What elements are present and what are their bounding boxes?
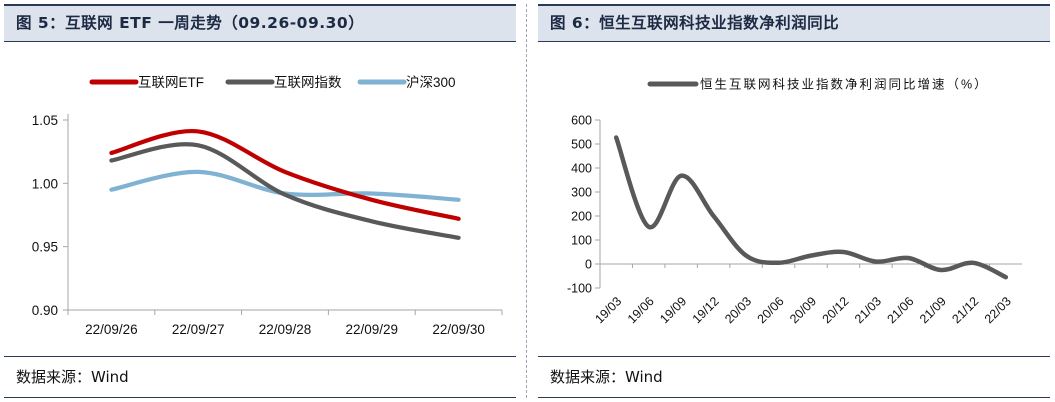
legend-label: 恒生互联网科技业指数净利润同比增速（%） (700, 77, 989, 92)
x-tick-label: 22/09/30 (432, 322, 485, 337)
etf-weekly-chart: 0.90 0.95 1.00 1.05 22/09/26 22/09/27 22/09/28… (32, 75, 503, 337)
y-tick-label: 0.95 (32, 240, 58, 255)
x-tick-label: 19/03 (592, 294, 624, 326)
x-tick-label: 20/09 (787, 294, 819, 326)
figure-5-title: 图 5：互联网 ETF 一周走势（09.26-09.30） (4, 4, 516, 42)
x-tick-label: 21/06 (884, 294, 916, 326)
y-tick-label: 600 (571, 114, 592, 128)
y-tick-label: 0 (585, 258, 592, 272)
net-profit-yoy-chart: -100 0 100 200 300 400 500 600 19/03 19/06 19/09 19… (567, 77, 1022, 326)
y-tick-label: 1.05 (32, 113, 58, 128)
x-tick-label: 21/12 (949, 294, 981, 326)
y-tick-label: 0.90 (32, 303, 58, 318)
x-tick-label: 22/09/28 (259, 322, 312, 337)
x-tick-label: 21/03 (852, 294, 884, 326)
x-tick-label: 22/09/29 (346, 322, 399, 337)
figure-5-source: 数据来源：Wind (4, 356, 516, 398)
figure-5-panel: 图 5：互联网 ETF 一周走势（09.26-09.30） 0.90 0.95 1.… (4, 4, 516, 398)
x-tick-label: 20/06 (755, 294, 787, 326)
x-tick-label: 19/12 (690, 294, 722, 326)
legend-label: 互联网ETF (138, 75, 204, 90)
figure-6-chart: -100 0 100 200 300 400 500 600 19/03 19/06 19/09 19… (538, 42, 1050, 356)
panel-separator (526, 4, 527, 398)
y-tick-label: 300 (571, 186, 592, 200)
y-tick-label: 500 (571, 138, 592, 152)
x-tick-label: 20/03 (722, 294, 754, 326)
y-tick-label: 200 (571, 210, 592, 224)
x-tick-label: 20/12 (820, 294, 852, 326)
y-tick-label: 100 (571, 234, 592, 248)
x-tick-label: 21/09 (917, 294, 949, 326)
y-tick-label: 400 (571, 162, 592, 176)
y-tick-label: 1.00 (32, 176, 58, 191)
figure-6-title: 图 6：恒生互联网科技业指数净利润同比 (538, 4, 1050, 42)
y-tick-label: -100 (567, 282, 592, 296)
series-line (613, 135, 1009, 280)
x-tick-label: 22/03 (982, 294, 1014, 326)
legend-label: 沪深300 (406, 75, 456, 90)
x-tick-label: 22/09/26 (85, 322, 138, 337)
x-tick-label: 19/09 (657, 294, 689, 326)
figure-6-panel: 图 6：恒生互联网科技业指数净利润同比 -100 0 100 200 300 400 500… (538, 4, 1050, 398)
x-tick-label: 19/06 (625, 294, 657, 326)
figure-6-source: 数据来源：Wind (538, 356, 1050, 398)
series-line (109, 142, 461, 240)
series-line (109, 129, 461, 221)
x-tick-label: 22/09/27 (172, 322, 225, 337)
legend-label: 互联网指数 (274, 75, 342, 90)
figure-5-chart: 0.90 0.95 1.00 1.05 22/09/26 22/09/27 22/09/28… (4, 42, 516, 356)
